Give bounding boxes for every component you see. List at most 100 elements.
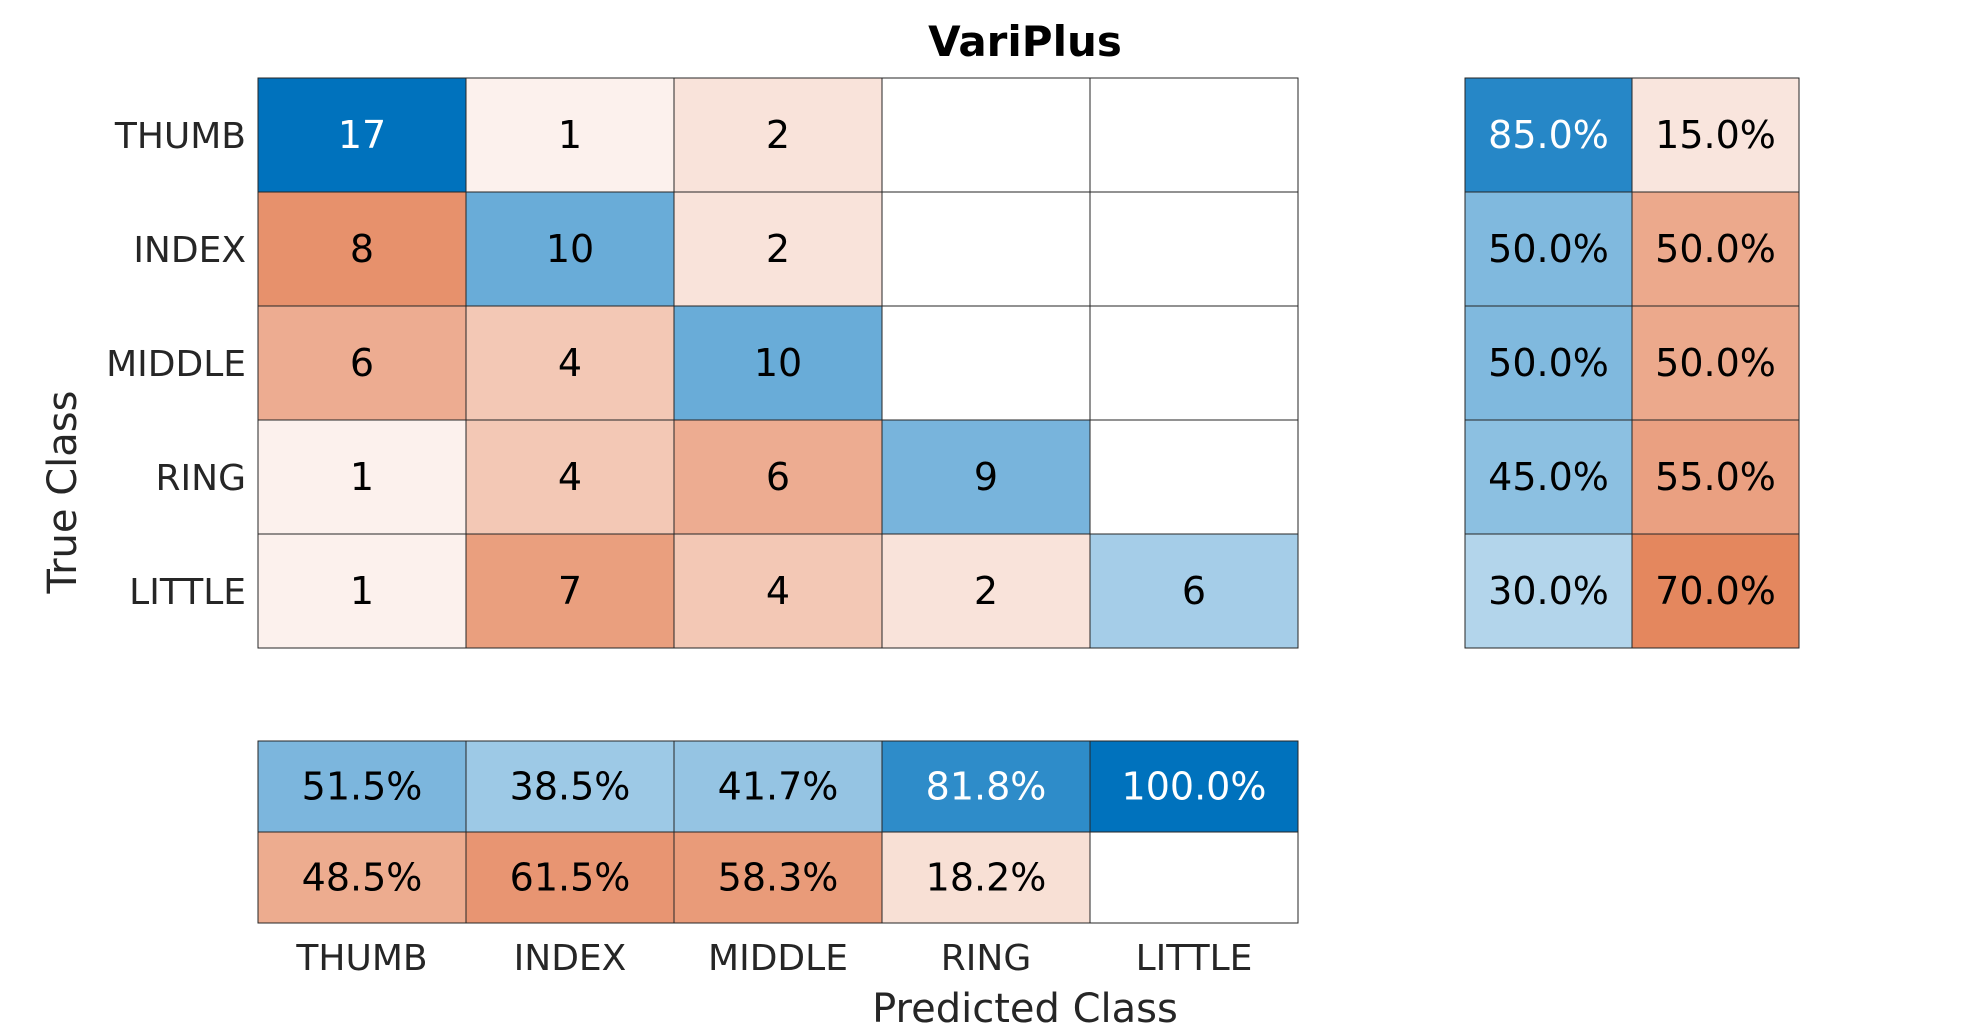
chart-title: VariPlus	[928, 17, 1122, 66]
cell-index-index-label: 10	[546, 227, 594, 271]
col-summary-correct-little-label: 100.0%	[1122, 765, 1267, 809]
row-summary-correct-index-label: 50.0%	[1488, 227, 1609, 271]
cell-index-middle: 2	[673, 191, 883, 307]
cell-index-little	[1089, 191, 1299, 307]
cell-thumb-middle-label: 2	[766, 113, 790, 157]
x-axis-label: Predicted Class	[872, 986, 1178, 1032]
row-summary-correct-index-fill	[1464, 191, 1633, 307]
cell-ring-ring: 9	[881, 419, 1091, 535]
cell-ring-ring-label: 9	[974, 455, 998, 499]
col-summary-correct-thumb-label: 51.5%	[302, 765, 423, 809]
col-summary-incorrect-ring-fill	[881, 831, 1091, 924]
y-tick-labels: THUMB INDEX MIDDLE RING LITTLE	[106, 116, 246, 613]
col-summary-correct-index-label: 38.5%	[510, 765, 631, 809]
cell-ring-index: 4	[465, 419, 675, 535]
y-tick-thumb: THUMB	[114, 116, 246, 157]
cell-middle-index: 4	[465, 305, 675, 421]
col-summary-incorrect-middle-fill	[673, 831, 883, 924]
col-summary-correct-thumb: 51.5%	[257, 740, 467, 833]
col-summary-correct-little: 100.0%	[1089, 740, 1299, 833]
col-summary-correct-middle-label: 41.7%	[718, 765, 839, 809]
row-summary-incorrect-middle: 50.0%	[1631, 305, 1800, 421]
cell-thumb-thumb-label: 17	[338, 113, 386, 157]
cell-little-little-label: 6	[1182, 569, 1206, 613]
col-summary-correct-index: 38.5%	[465, 740, 675, 833]
row-summary-correct-little-label: 30.0%	[1488, 569, 1609, 613]
col-summary-incorrect-thumb-fill	[257, 831, 467, 924]
col-summary-incorrect-middle-label: 58.3%	[718, 856, 839, 900]
row-summary-correct-middle: 50.0%	[1464, 305, 1633, 421]
cell-ring-middle-label: 6	[766, 455, 790, 499]
cell-ring-index-label: 4	[558, 455, 582, 499]
col-summary-incorrect-index-fill	[465, 831, 675, 924]
cell-little-middle-fill	[673, 533, 883, 649]
col-summary-correct-ring-label: 81.8%	[926, 765, 1047, 809]
cell-little-thumb: 1	[257, 533, 467, 649]
cell-thumb-ring	[881, 77, 1091, 193]
cell-ring-middle-fill	[673, 419, 883, 535]
cell-little-index-fill	[465, 533, 675, 649]
x-tick-labels: THUMB INDEX MIDDLE RING LITTLE	[295, 938, 1252, 979]
col-summary-incorrect-middle: 58.3%	[673, 831, 883, 924]
row-summary-correct-ring: 45.0%	[1464, 419, 1633, 535]
cell-thumb-little	[1089, 77, 1299, 193]
cell-thumb-middle: 2	[673, 77, 883, 193]
row-summary-correct-little: 30.0%	[1464, 533, 1633, 649]
row-summary-correct-ring-label: 45.0%	[1488, 455, 1609, 499]
row-summary-correct-index: 50.0%	[1464, 191, 1633, 307]
cell-index-little-fill	[1089, 191, 1299, 307]
cell-middle-middle-label: 10	[754, 341, 802, 385]
col-summary-correct-ring: 81.8%	[881, 740, 1091, 833]
cell-middle-little-fill	[1089, 305, 1299, 421]
cell-middle-index-fill	[465, 305, 675, 421]
cell-little-thumb-fill	[257, 533, 467, 649]
x-tick-little: LITTLE	[1136, 938, 1253, 979]
row-summary-incorrect-ring-fill	[1631, 419, 1800, 535]
row-summary-correct-middle-fill	[1464, 305, 1633, 421]
x-tick-thumb: THUMB	[295, 938, 427, 979]
cell-little-middle: 4	[673, 533, 883, 649]
row-summary-correct-ring-fill	[1464, 419, 1633, 535]
row-summary-incorrect-little-label: 70.0%	[1655, 569, 1776, 613]
x-tick-index: INDEX	[514, 938, 627, 979]
cell-ring-little	[1089, 419, 1299, 535]
row-summary-incorrect-index: 50.0%	[1631, 191, 1800, 307]
cell-ring-little-fill	[1089, 419, 1299, 535]
cell-thumb-index-fill	[465, 77, 675, 193]
col-summary-incorrect-thumb-label: 48.5%	[302, 856, 423, 900]
row-summary-incorrect-ring-label: 55.0%	[1655, 455, 1776, 499]
row-summary-incorrect-thumb: 15.0%	[1631, 77, 1800, 193]
col-summary-correct-middle-fill	[673, 740, 883, 833]
col-summary-incorrect-index-label: 61.5%	[510, 856, 631, 900]
cell-middle-little	[1089, 305, 1299, 421]
x-tick-middle: MIDDLE	[708, 938, 848, 979]
row-summary-incorrect-index-fill	[1631, 191, 1800, 307]
row-summary-incorrect-ring: 55.0%	[1631, 419, 1800, 535]
cell-little-ring-label: 2	[974, 569, 998, 613]
cell-ring-thumb-fill	[257, 419, 467, 535]
cell-index-index: 10	[465, 191, 675, 307]
col-summary-correct-little-fill	[1089, 740, 1299, 833]
cell-thumb-middle-fill	[673, 77, 883, 193]
cell-thumb-index-label: 1	[558, 113, 582, 157]
cell-little-little: 6	[1089, 533, 1299, 649]
cell-ring-middle: 6	[673, 419, 883, 535]
cell-middle-thumb-label: 6	[350, 341, 374, 385]
cell-little-little-fill	[1089, 533, 1299, 649]
row-summary-incorrect-thumb-fill	[1631, 77, 1800, 193]
cell-little-index: 7	[465, 533, 675, 649]
row-summary-correct-thumb: 85.0%	[1464, 77, 1633, 193]
row-summary-correct-middle-label: 50.0%	[1488, 341, 1609, 385]
row-summary-correct-little-fill	[1464, 533, 1633, 649]
cell-index-thumb-label: 8	[350, 227, 374, 271]
y-axis-label: True Class	[40, 391, 86, 595]
cell-little-index-label: 7	[558, 569, 582, 613]
col-summary-incorrect-ring: 18.2%	[881, 831, 1091, 924]
confusion-matrix: 17 1 28 10 26 4 101 4 6 91 7 4 2 6	[257, 77, 1299, 649]
row-summary-incorrect-little: 70.0%	[1631, 533, 1800, 649]
row-summary-incorrect-middle-fill	[1631, 305, 1800, 421]
row-summary-incorrect-middle-label: 50.0%	[1655, 341, 1776, 385]
cell-index-thumb: 8	[257, 191, 467, 307]
cell-middle-thumb: 6	[257, 305, 467, 421]
